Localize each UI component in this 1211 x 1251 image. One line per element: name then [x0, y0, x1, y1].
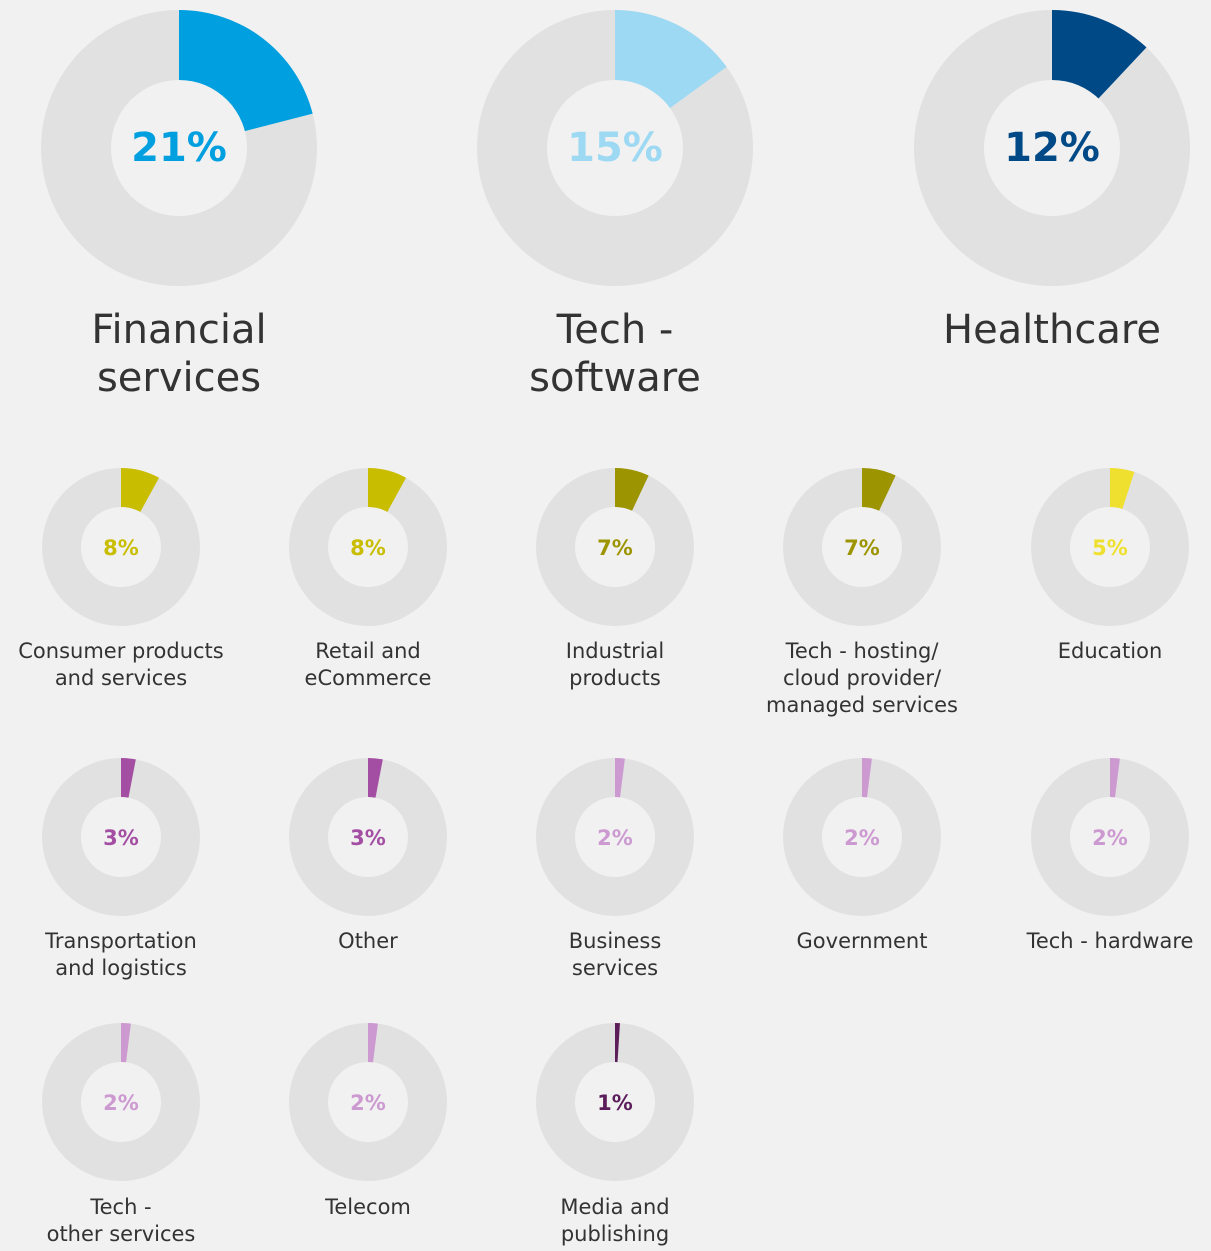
value-label: 15% — [567, 125, 663, 171]
category-label: Tech - other services — [46, 1195, 196, 1246]
category-label: Government — [796, 929, 928, 953]
category-label: Media and publishing — [560, 1195, 670, 1246]
value-label: 3% — [103, 826, 139, 850]
category-label: Other — [338, 929, 398, 953]
category-label: Tech - hardware — [1026, 929, 1194, 953]
value-label: 2% — [103, 1091, 139, 1115]
value-label: 1% — [597, 1091, 633, 1115]
donut-hole — [81, 1062, 161, 1142]
category-label: Education — [1057, 639, 1163, 663]
donut-hole — [328, 797, 408, 877]
donut-hole — [328, 507, 408, 587]
category-label: Retail and eCommerce — [304, 639, 432, 690]
donut-hole — [984, 80, 1120, 216]
donut-hole — [1070, 797, 1150, 877]
category-label: Healthcare — [942, 307, 1162, 353]
donut-hole — [822, 507, 902, 587]
category-label: Industrial products — [565, 639, 665, 690]
category-label: Tech - hosting/ cloud provider/ managed … — [766, 639, 958, 717]
value-label: 2% — [844, 826, 880, 850]
value-label: 2% — [1092, 826, 1128, 850]
donut-hole — [575, 1062, 655, 1142]
value-label: 12% — [1004, 125, 1100, 171]
value-label: 5% — [1092, 536, 1128, 560]
category-label: Business services — [568, 929, 662, 980]
donut-hole — [1070, 507, 1150, 587]
category-label: Transportation and logistics — [45, 929, 197, 980]
category-label: Financial services — [91, 307, 267, 401]
value-label: 7% — [597, 536, 633, 560]
value-label: 2% — [350, 1091, 386, 1115]
donut-hole — [328, 1062, 408, 1142]
value-label: 7% — [844, 536, 880, 560]
value-label: 8% — [350, 536, 386, 560]
donut-hole — [81, 507, 161, 587]
category-label: Consumer products and services — [18, 639, 224, 690]
donut-hole — [822, 797, 902, 877]
donut-hole — [111, 80, 247, 216]
value-label: 2% — [597, 826, 633, 850]
value-label: 8% — [103, 536, 139, 560]
category-label: Tech - software — [529, 307, 701, 401]
donut-hole — [547, 80, 683, 216]
donut-hole — [81, 797, 161, 877]
value-label: 3% — [350, 826, 386, 850]
donut-hole — [575, 797, 655, 877]
donut-hole — [575, 507, 655, 587]
value-label: 21% — [131, 125, 227, 171]
category-label: Telecom — [325, 1195, 411, 1219]
